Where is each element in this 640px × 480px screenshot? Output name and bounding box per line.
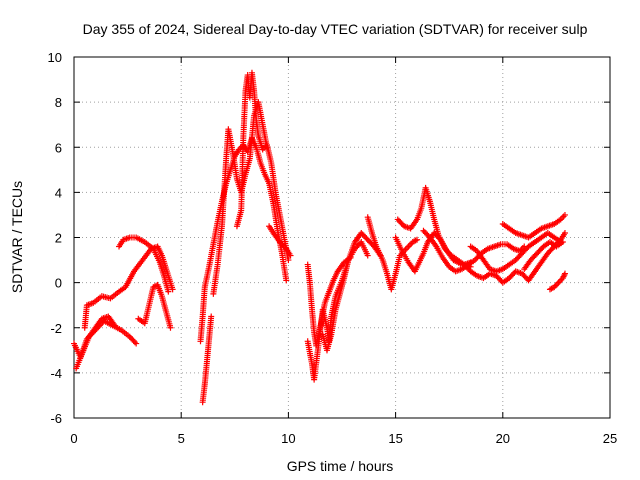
series-track-22 bbox=[546, 270, 568, 293]
x-axis-title: GPS time / hours bbox=[287, 458, 394, 474]
series-track-8 bbox=[210, 99, 270, 297]
data-point bbox=[364, 252, 371, 259]
x-tick-label: 0 bbox=[70, 431, 77, 446]
series-track-5 bbox=[135, 281, 174, 331]
series-track-10 bbox=[266, 223, 294, 259]
x-tick-label: 5 bbox=[178, 431, 185, 446]
data-point bbox=[414, 236, 421, 243]
series-track-6 bbox=[199, 313, 215, 406]
plot-frame bbox=[73, 56, 611, 419]
series-track-16 bbox=[394, 184, 474, 268]
data-point bbox=[559, 239, 566, 246]
series-track-9 bbox=[233, 69, 292, 264]
data-point bbox=[561, 211, 568, 218]
y-axis-title: SDTVAR / TECUs bbox=[9, 181, 25, 293]
y-tick-label: 4 bbox=[55, 185, 62, 200]
series-track-11 bbox=[304, 254, 354, 349]
data-point bbox=[165, 288, 172, 295]
series-track-21 bbox=[521, 239, 566, 273]
series-track-3 bbox=[81, 243, 176, 331]
y-tick-label: 8 bbox=[55, 95, 62, 110]
data-point bbox=[561, 229, 568, 236]
data-point bbox=[131, 339, 138, 346]
series-track-2 bbox=[73, 313, 118, 372]
series-track-7 bbox=[197, 135, 290, 345]
series-track-14 bbox=[364, 214, 421, 293]
series-track-4 bbox=[116, 234, 172, 295]
series-track-19 bbox=[461, 229, 568, 286]
y-tick-label: -4 bbox=[50, 366, 62, 381]
y-tick-label: -2 bbox=[50, 321, 62, 336]
data-point bbox=[561, 270, 568, 277]
data-point bbox=[167, 324, 174, 331]
chart-title: Day 355 of 2024, Sidereal Day-to-day VTE… bbox=[83, 21, 588, 37]
series-track-13 bbox=[319, 229, 384, 354]
data-point bbox=[281, 244, 288, 251]
y-tick-label: 10 bbox=[48, 50, 62, 65]
data-layer bbox=[71, 69, 568, 406]
y-tick-label: 6 bbox=[55, 140, 62, 155]
data-point bbox=[208, 313, 215, 320]
data-point bbox=[111, 322, 118, 329]
series-track-18 bbox=[467, 229, 564, 275]
x-tick-label: 15 bbox=[388, 431, 402, 446]
data-point bbox=[287, 252, 294, 259]
x-tick-label: 10 bbox=[281, 431, 295, 446]
series-track-20 bbox=[499, 211, 568, 241]
series-track-12 bbox=[304, 239, 371, 383]
data-point bbox=[133, 340, 140, 347]
x-tick-label: 20 bbox=[496, 431, 510, 446]
data-point bbox=[283, 277, 290, 284]
x-tick-label: 25 bbox=[603, 431, 617, 446]
y-tick-label: -6 bbox=[50, 411, 62, 426]
axis-ticks: 0 5 10 15 20 25 -6 -4 -2 0 2 4 6 8 10 bbox=[48, 50, 618, 446]
data-point bbox=[285, 257, 292, 264]
y-tick-label: 0 bbox=[55, 276, 62, 291]
y-tick-label: 2 bbox=[55, 231, 62, 246]
